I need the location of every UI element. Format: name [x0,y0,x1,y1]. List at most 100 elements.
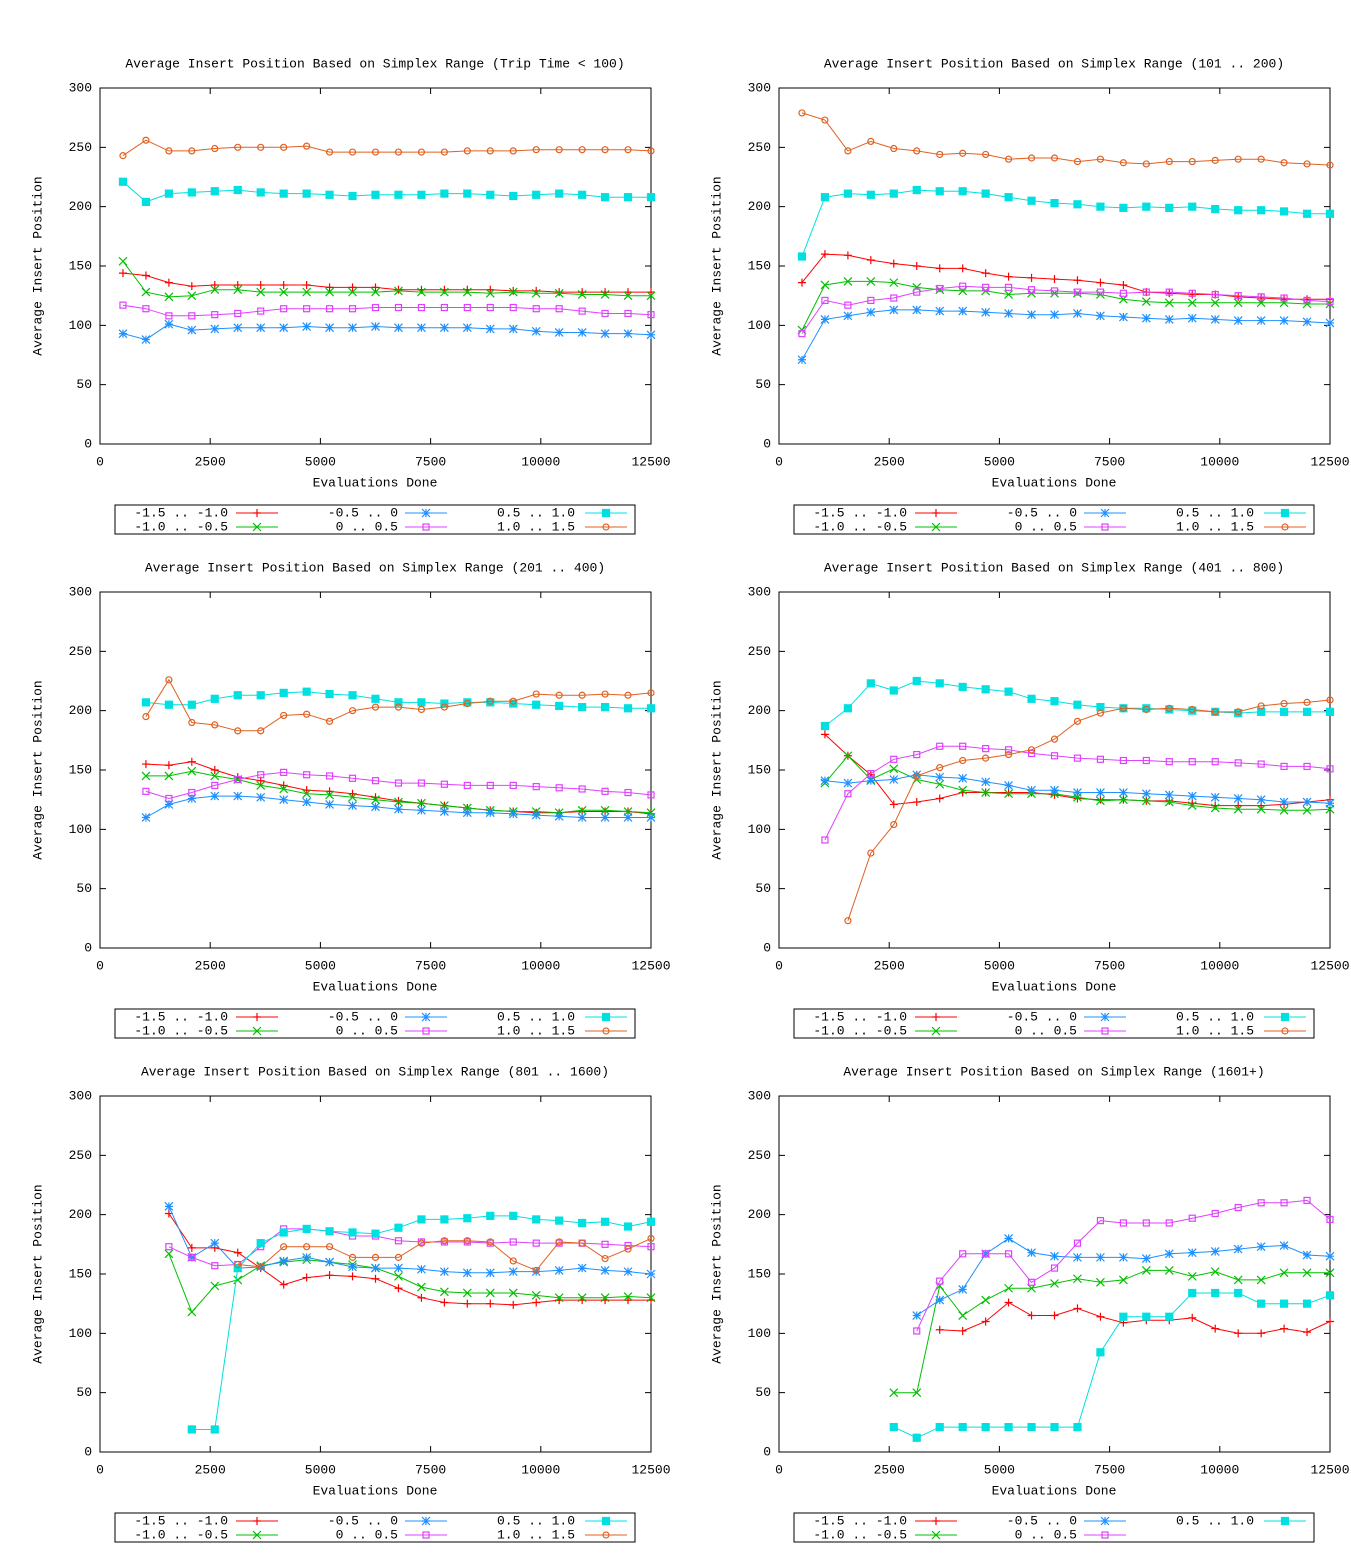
marker [1164,790,1174,800]
legend-marker [931,1530,941,1540]
marker [820,280,830,290]
marker [1279,797,1289,807]
marker [912,185,921,195]
marker [1073,788,1082,797]
marker [1050,1251,1059,1261]
marker [1141,1266,1151,1275]
marker [958,264,967,273]
marker [646,704,656,713]
marker [1234,708,1242,716]
marker [623,813,633,822]
marker [1004,750,1013,759]
marker [647,689,655,697]
marker [1188,1288,1197,1298]
legend-marker [931,522,941,532]
marker [234,727,242,735]
marker [1187,1248,1197,1258]
marker [325,717,334,725]
legend-marker [252,1530,262,1540]
marker [187,794,197,803]
legend-label: 0.5 .. 1.0 [1176,1009,1254,1024]
marker [532,690,540,698]
marker [348,691,357,700]
marker [394,698,403,707]
marker [1141,796,1151,806]
marker [371,703,380,711]
marker [1050,199,1059,208]
y-tick-label: 50 [76,377,92,392]
marker [1096,155,1105,163]
marker [889,305,899,315]
marker [417,1215,426,1224]
marker [1096,278,1105,287]
marker [371,795,380,805]
marker [913,147,921,155]
x-tick-label: 10000 [1200,1462,1239,1477]
marker [234,143,242,151]
marker [1211,156,1219,164]
legend-marker [601,1012,611,1022]
legend-marker [421,1516,431,1526]
marker [1119,756,1127,765]
marker [912,1388,922,1398]
legend-marker [1101,1027,1109,1035]
marker [486,303,494,312]
marker [600,290,610,299]
marker [890,144,898,153]
marker [394,804,403,814]
marker [1004,290,1013,299]
marker [302,687,311,696]
marker [279,781,288,790]
marker [280,768,288,776]
marker [958,1285,968,1294]
marker [578,190,587,199]
marker [463,781,471,790]
marker [1302,317,1312,327]
marker [325,799,334,809]
line-chart: Average Insert Position Based on Simplex… [30,560,671,1039]
marker [210,771,220,781]
marker [1142,756,1150,765]
marker [866,277,876,286]
marker [981,269,990,278]
marker [958,1422,967,1432]
series-line [801,280,1330,331]
marker [1302,707,1312,716]
marker [1050,752,1059,760]
marker [1257,1299,1266,1308]
y-tick-label: 150 [69,1266,92,1281]
marker [889,278,899,288]
marker [325,1271,334,1280]
y-tick-label: 50 [76,881,92,896]
marker [118,269,127,278]
marker [1211,204,1220,214]
marker [233,185,242,195]
x-axis-label: Evaluations Done [313,475,438,490]
marker [912,305,922,315]
marker [1142,1219,1150,1227]
marker [1119,280,1128,289]
legend-marker [601,508,611,518]
y-tick-label: 150 [69,258,92,273]
plot-frame [99,87,652,445]
marker [1326,765,1334,773]
marker [439,807,449,816]
marker [1004,1283,1013,1293]
marker [912,1433,921,1442]
x-tick-label: 12500 [1310,1462,1349,1477]
marker [578,307,586,315]
marker [371,802,380,812]
marker [142,305,150,313]
marker [913,1327,921,1335]
legend-marker [422,1027,430,1035]
marker [1234,801,1243,810]
marker [1280,762,1288,771]
marker [279,1256,289,1266]
marker [624,146,632,154]
legend-marker [252,1026,262,1036]
marker [417,1293,426,1302]
marker [532,1298,541,1307]
marker [601,146,609,154]
marker [1027,1278,1036,1286]
y-tick-label: 250 [748,644,771,659]
